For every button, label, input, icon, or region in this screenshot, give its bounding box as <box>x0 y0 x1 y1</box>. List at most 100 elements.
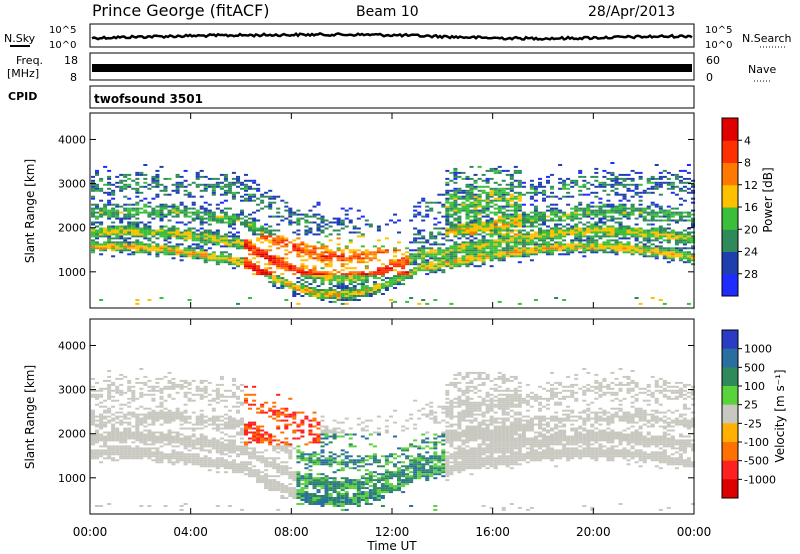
echo-cell <box>674 211 679 214</box>
echo-cell <box>497 249 502 252</box>
echo-cell <box>316 217 321 220</box>
echo-cell <box>91 457 96 460</box>
echo-cell <box>533 185 538 188</box>
velocity-heatmap <box>91 368 696 511</box>
echo-cell <box>654 247 659 250</box>
echo-cell <box>505 225 510 228</box>
echo-cell <box>127 433 132 436</box>
echo-cell <box>143 249 148 252</box>
echo-cell <box>525 253 530 256</box>
echo-cell <box>231 263 236 266</box>
echo-cell <box>413 239 418 242</box>
echo-cell <box>115 213 120 216</box>
echo-cell <box>614 217 619 220</box>
echo-cell <box>682 181 687 184</box>
echo-cell <box>578 207 583 210</box>
echo-cell <box>248 393 253 396</box>
echo-cell <box>175 187 180 190</box>
echo-cell <box>236 409 241 412</box>
echo-cell <box>175 175 180 178</box>
echo-cell <box>252 187 257 190</box>
echo-cell <box>590 231 595 234</box>
echo-cell <box>642 209 647 212</box>
echo-cell <box>586 239 591 242</box>
echo-cell <box>135 189 140 192</box>
echo-cell <box>240 213 245 216</box>
echo-cell <box>143 433 148 436</box>
echo-cell <box>682 169 687 172</box>
echo-cell <box>163 251 168 254</box>
echo-cell <box>171 435 176 438</box>
echo-cell <box>441 249 446 252</box>
echo-cell <box>352 275 357 278</box>
echo-cell <box>517 247 522 250</box>
echo-cell <box>352 285 357 288</box>
echo-cell <box>308 273 313 276</box>
echo-cell <box>171 215 176 218</box>
echo-cell <box>521 215 526 218</box>
echo-cell <box>91 435 96 438</box>
echo-cell <box>457 207 462 210</box>
echo-cell <box>489 199 494 202</box>
echo-cell <box>509 209 514 212</box>
echo-cell <box>107 187 112 190</box>
echo-cell <box>252 273 257 276</box>
echo-cell <box>171 251 176 254</box>
echo-cell <box>103 191 108 194</box>
echo-cell <box>521 185 526 188</box>
echo-cell <box>207 457 212 460</box>
echo-cell <box>461 251 466 254</box>
echo-cell <box>191 435 196 438</box>
echo-cell <box>397 259 402 262</box>
echo-cell <box>646 233 651 236</box>
echo-cell <box>554 231 559 234</box>
echo-cell <box>276 279 281 282</box>
echo-cell <box>348 273 353 276</box>
echo-cell <box>179 221 184 224</box>
echo-cell <box>296 495 301 497</box>
echo-cell <box>533 209 538 212</box>
echo-cell <box>288 209 293 212</box>
echo-cell <box>268 267 273 270</box>
echo-cell <box>332 273 337 276</box>
echo-cell <box>131 395 136 398</box>
echo-cell <box>272 239 277 242</box>
echo-cell <box>586 243 591 246</box>
echo-cell <box>264 255 269 258</box>
echo-cell <box>489 205 494 208</box>
echo-cell <box>292 477 297 480</box>
echo-cell <box>501 211 506 214</box>
echo-cell <box>272 435 277 438</box>
echo-cell <box>493 189 498 192</box>
echo-cell <box>509 219 514 222</box>
echo-cell <box>678 259 683 262</box>
echo-cell <box>143 415 148 418</box>
echo-cell <box>461 263 466 266</box>
echo-cell <box>272 459 277 462</box>
echo-cell <box>107 370 112 372</box>
echo-cell <box>445 233 450 236</box>
echo-cell <box>570 231 575 234</box>
echo-cell <box>215 233 220 236</box>
echo-cell <box>622 183 627 186</box>
echo-cell <box>481 199 486 202</box>
echo-cell <box>171 211 176 214</box>
echo-cell <box>586 211 591 214</box>
echo-cell <box>328 233 333 236</box>
echo-cell <box>256 253 261 256</box>
echo-cell <box>175 417 180 420</box>
echo-cell <box>489 211 494 214</box>
echo-cell <box>433 265 438 268</box>
echo-cell <box>256 265 261 268</box>
echo-cell <box>610 211 615 214</box>
echo-cell <box>195 243 200 246</box>
echo-cell <box>352 293 357 295</box>
echo-cell <box>598 225 603 228</box>
echo-cell <box>650 235 655 238</box>
echo-cell <box>280 461 285 464</box>
echo-cell <box>151 433 156 436</box>
echo-cell <box>646 219 651 222</box>
echo-cell <box>445 253 450 256</box>
echo-cell <box>360 259 365 262</box>
echo-cell <box>457 265 462 268</box>
